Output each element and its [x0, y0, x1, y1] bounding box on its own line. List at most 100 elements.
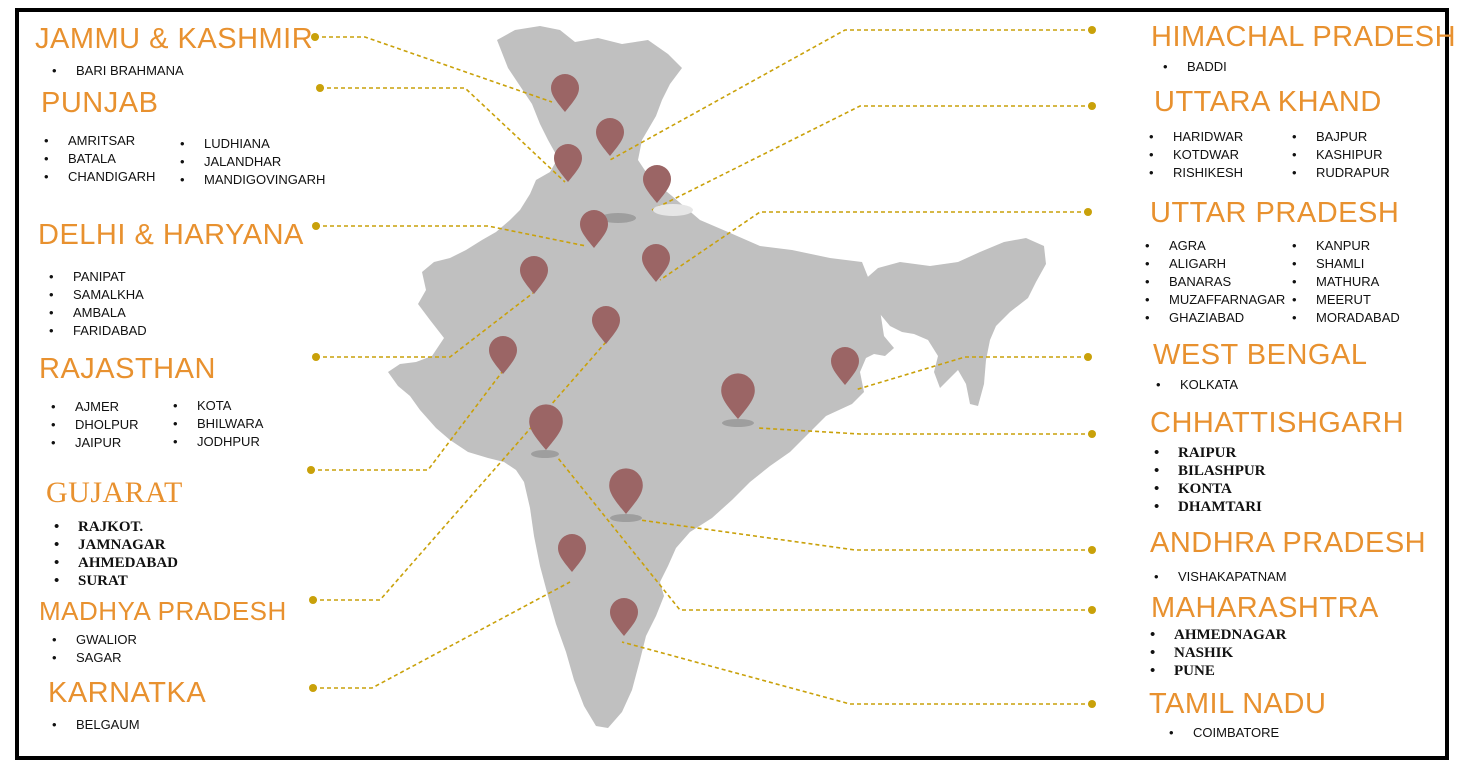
region-karnatka: KARNATKA	[48, 679, 206, 708]
map-pin-icon	[643, 165, 671, 203]
connector-dot-icon	[1088, 700, 1096, 708]
connector-karnatka	[313, 581, 571, 689]
city-list: RAIPUR BILASHPUR KONTA DHAMTARI	[1154, 444, 1266, 516]
region-uttara-khand: UTTARA KHAND	[1154, 88, 1382, 117]
city-item: SHAMLI	[1292, 255, 1400, 273]
city-item: AGRA	[1145, 237, 1285, 255]
connector-gujarat	[311, 371, 503, 471]
map-pin-icon	[520, 256, 548, 294]
region-title: DELHI & HARYANA	[38, 219, 304, 251]
pin-shadow	[531, 450, 559, 458]
region-title: PUNJAB	[41, 87, 159, 119]
city-item: JODHPUR	[173, 433, 263, 451]
city-item: VISHAKAPATNAM	[1154, 568, 1287, 586]
pin-shadow	[600, 213, 636, 223]
region-tamil-nadu: TAMIL NADU	[1149, 690, 1326, 719]
city-list: AHMEDNAGAR NASHIK PUNE	[1150, 626, 1287, 680]
map-pin-icon	[592, 306, 620, 344]
city-item: JAIPUR	[51, 434, 139, 452]
connector-dot-icon	[312, 353, 320, 361]
city-item: MEERUT	[1292, 291, 1400, 309]
city-list: GWALIOR SAGAR	[52, 631, 137, 667]
city-list: BAJPUR KASHIPUR RUDRAPUR	[1292, 128, 1390, 182]
city-item: KOTA	[173, 397, 263, 415]
connector-dot-icon	[316, 84, 324, 92]
city-item: ALIGARH	[1145, 255, 1285, 273]
city-item: RUDRAPUR	[1292, 164, 1390, 182]
city-item: NASHIK	[1150, 644, 1287, 662]
region-uttar-pradesh: UTTAR PRADESH	[1150, 199, 1399, 228]
city-item: RAIPUR	[1154, 444, 1266, 462]
city-list: KOTA BHILWARA JODHPUR	[173, 397, 263, 451]
india-landmass	[388, 26, 894, 728]
region-title: JAMMU & KASHMIR	[35, 23, 314, 55]
map-pin-icon	[551, 74, 579, 112]
map-pin-icon	[831, 347, 859, 385]
city-item: JALANDHAR	[180, 153, 325, 171]
city-item: KANPUR	[1292, 237, 1400, 255]
city-item: HARIDWAR	[1149, 128, 1243, 146]
city-item: BELGAUM	[52, 716, 140, 734]
region-west-bengal: WEST BENGAL	[1153, 341, 1367, 370]
region-title: MADHYA PRADESH	[39, 596, 287, 626]
map-pin-icon	[558, 534, 586, 572]
city-list: BARI BRAHMANA	[52, 62, 184, 80]
city-item: SAGAR	[52, 649, 137, 667]
connector-uttarakhand	[651, 105, 1092, 211]
connector-punjab	[320, 87, 566, 183]
city-list: KOLKATA	[1156, 376, 1238, 394]
region-rajasthan: RAJASTHAN	[39, 355, 216, 384]
region-title: RAJASTHAN	[39, 353, 216, 385]
region-gujarat: GUJARAT	[46, 478, 183, 508]
connector-dot-icon	[1084, 353, 1092, 361]
city-item: GHAZIABAD	[1145, 309, 1285, 327]
map-pin-icon	[610, 598, 638, 636]
map-pin-icon	[609, 468, 643, 514]
connector-tamil-nadu	[621, 641, 1092, 705]
city-item: BILASHPUR	[1154, 462, 1266, 480]
region-title: UTTARA KHAND	[1154, 86, 1382, 118]
connector-maharashtra	[557, 457, 1092, 611]
region-title: WEST BENGAL	[1153, 339, 1368, 371]
region-title: ANDHRA PRADESH	[1150, 527, 1427, 559]
city-list: COIMBATORE	[1169, 724, 1279, 742]
connector-dot-icon	[309, 596, 317, 604]
connector-dot-icon	[312, 222, 320, 230]
city-item: AHMEDNAGAR	[1150, 626, 1287, 644]
region-delhi-haryana: DELHI & HARYANA	[38, 221, 304, 250]
image-frame	[15, 8, 1449, 760]
connector-dot-icon	[307, 466, 315, 474]
city-item: BATALA	[44, 150, 155, 168]
city-item: MUZAFFARNAGAR	[1145, 291, 1285, 309]
connector-uttar-pradesh	[659, 211, 1088, 281]
city-item: CHANDIGARH	[44, 168, 155, 186]
connector-andhra	[639, 519, 1092, 551]
map-pin-icon	[489, 336, 517, 374]
connector-delhi-haryana	[316, 225, 587, 247]
connector-dot-icon	[1084, 208, 1092, 216]
city-item: DHAMTARI	[1154, 498, 1266, 516]
connector-west-bengal	[854, 356, 1088, 391]
region-punjab: PUNJAB	[41, 89, 158, 118]
city-item: KOLKATA	[1156, 376, 1238, 394]
city-item: GWALIOR	[52, 631, 137, 649]
region-maharashtra: MAHARASHTRA	[1151, 594, 1379, 623]
city-list: HARIDWAR KOTDWAR RISHIKESH	[1149, 128, 1243, 182]
connector-rajasthan	[316, 292, 534, 358]
city-item: RISHIKESH	[1149, 164, 1243, 182]
region-jammu-kashmir: JAMMU & KASHMIR	[35, 25, 313, 54]
region-title: KARNATKA	[48, 677, 207, 709]
city-item: MATHURA	[1292, 273, 1400, 291]
city-item: AHMEDABAD	[54, 554, 178, 572]
city-list: BELGAUM	[52, 716, 140, 734]
connector-lines	[311, 29, 1092, 705]
connector-dot-icon	[1088, 546, 1096, 554]
city-list: AMRITSAR BATALA CHANDIGARH	[44, 132, 155, 186]
city-list: VISHAKAPATNAM	[1154, 568, 1287, 586]
city-item: KOTDWAR	[1149, 146, 1243, 164]
city-list: LUDHIANA JALANDHAR MANDIGOVINGARH	[180, 135, 325, 189]
map-pin-icon	[580, 210, 608, 248]
city-item: MORADABAD	[1292, 309, 1400, 327]
city-list: RAJKOT. JAMNAGAR AHMEDABAD SURAT	[54, 518, 178, 590]
